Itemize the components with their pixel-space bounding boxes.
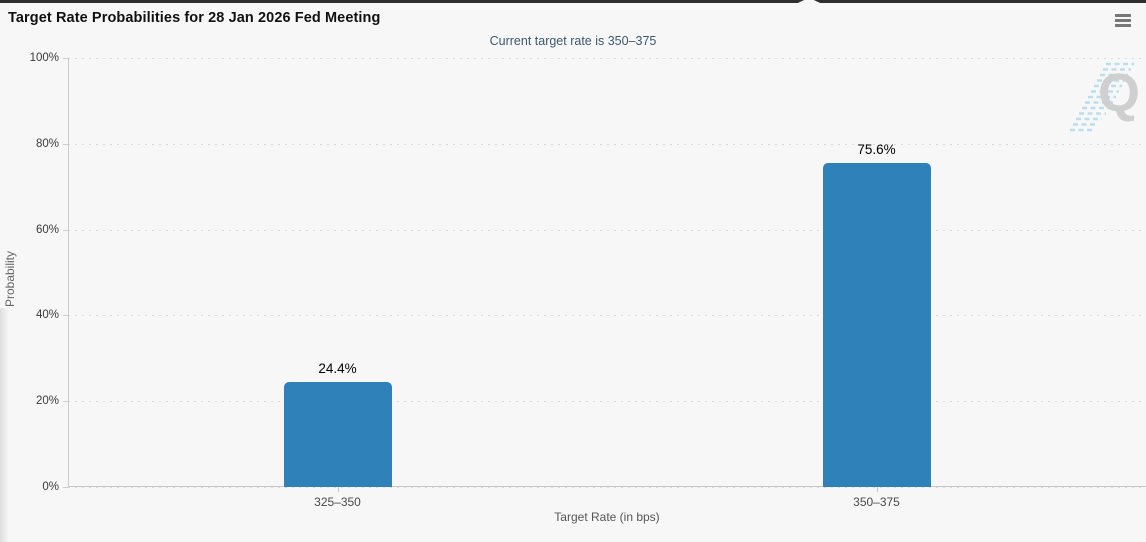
watermark-stripes-icon	[1070, 62, 1134, 132]
bar-325-350[interactable]	[283, 382, 392, 487]
chart-title: Target Rate Probabilities for 28 Jan 202…	[8, 10, 381, 26]
gridline-80	[68, 143, 1146, 145]
watermark-q-letter: Q	[1097, 63, 1140, 123]
y-tick-mark-40	[63, 315, 68, 317]
chart-subtitle: Current target rate is 350–375	[489, 34, 657, 48]
top-border-notch	[797, 0, 821, 3]
bar-value-label-325-350: 24.4%	[318, 361, 357, 377]
hamburger-menu-icon	[1115, 13, 1131, 17]
bar-350-375[interactable]	[822, 162, 931, 487]
x-category-label-325-350: 325–350	[314, 495, 361, 509]
y-axis-line	[68, 58, 69, 487]
y-tick-label-20: 20%	[35, 395, 59, 408]
gridline-20	[68, 401, 1146, 403]
quikstrike-watermark-logo: Q	[1068, 58, 1140, 136]
gridline-0	[68, 487, 1146, 488]
y-tick-mark-80	[63, 143, 68, 145]
y-tick-label-0: 0%	[42, 481, 59, 493]
gridline-100	[68, 58, 1146, 59]
x-category-label-350-375: 350–375	[853, 495, 900, 509]
y-tick-label-80: 80%	[35, 137, 59, 150]
gridline-40	[68, 315, 1146, 317]
export-menu-button[interactable]	[1112, 9, 1136, 31]
plot-area: 0% 20% 40% 60% 80% 100% 24.4% 325–350 75.6% 350–…	[30, 52, 1146, 509]
y-tick-mark-100	[63, 58, 68, 59]
x-tick-mark-350-375	[876, 487, 878, 492]
left-edge-shadow	[0, 308, 9, 542]
x-tick-mark-325-350	[337, 487, 339, 492]
y-tick-mark-60	[63, 229, 68, 231]
y-tick-label-100: 100%	[29, 52, 59, 64]
top-border-line	[0, 0, 1146, 3]
bar-value-label-350-375: 75.6%	[857, 141, 896, 157]
gridline-60	[68, 229, 1146, 231]
y-tick-label-40: 40%	[35, 309, 59, 322]
y-tick-mark-0	[63, 487, 68, 488]
x-axis-line	[68, 486, 1146, 487]
x-axis-title: Target Rate (in bps)	[554, 510, 660, 524]
y-tick-label-60: 60%	[35, 223, 59, 236]
y-tick-mark-20	[63, 401, 68, 403]
